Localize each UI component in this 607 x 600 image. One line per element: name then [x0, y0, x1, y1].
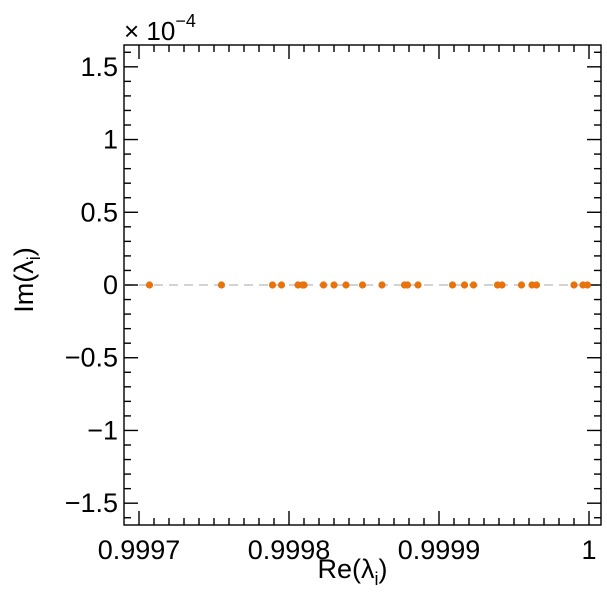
y-axis-label: Im(λi): [9, 247, 44, 312]
data-point: [583, 281, 592, 289]
y-multiplier-exponent: −4: [175, 11, 196, 31]
y-tick-label: −1: [87, 415, 118, 445]
data-point: [268, 281, 277, 289]
data-point: [277, 281, 286, 289]
y-tick-label: −0.5: [65, 343, 118, 373]
data-point: [498, 281, 506, 289]
data-point: [319, 281, 328, 289]
data-point: [378, 281, 386, 289]
x-tick-label: 0.9997: [98, 535, 181, 565]
y-axis-multiplier: × 10−4: [124, 11, 196, 46]
x-axis-label: Re(λi): [317, 554, 387, 589]
data-point: [414, 281, 422, 289]
y-axis-label-close: ): [9, 247, 39, 256]
data-point: [570, 281, 578, 289]
y-tick-label: 1.5: [80, 52, 118, 82]
data-point: [532, 281, 541, 289]
x-tick-label: 1: [581, 535, 596, 565]
data-point: [448, 281, 457, 289]
data-point: [145, 281, 154, 289]
x-axis-label-close: ): [379, 554, 388, 584]
y-tick-label: 1: [103, 125, 118, 155]
x-axis-label-main: Re(λ: [317, 554, 375, 584]
axis-ticks: [124, 45, 601, 525]
y-axis-label-main: Im(λ: [9, 260, 39, 313]
y-multiplier-base: × 10: [124, 16, 175, 46]
data-point: [330, 281, 338, 289]
y-axis-label-subscript: i: [24, 256, 44, 260]
axis-tick-labels: 0.9997 0.9998 0.9999 1 1.5 1 0.5 0 −0.5 −1 −1.5: [65, 52, 597, 565]
data-point: [358, 281, 367, 289]
data-point: [460, 281, 469, 289]
x-axis-label-subscript: i: [375, 569, 379, 589]
y-tick-label: −1.5: [65, 488, 118, 518]
y-tick-label: 0: [103, 270, 118, 300]
data-point: [403, 281, 412, 289]
data-point: [217, 281, 226, 289]
data-point: [469, 281, 478, 289]
data-point: [342, 281, 350, 289]
data-point: [517, 281, 526, 289]
y-tick-label: 0.5: [80, 197, 118, 227]
x-tick-label: 0.9999: [398, 535, 481, 565]
data-points: [145, 281, 592, 289]
x-tick-label: 0.9998: [248, 535, 331, 565]
data-point: [300, 281, 308, 289]
